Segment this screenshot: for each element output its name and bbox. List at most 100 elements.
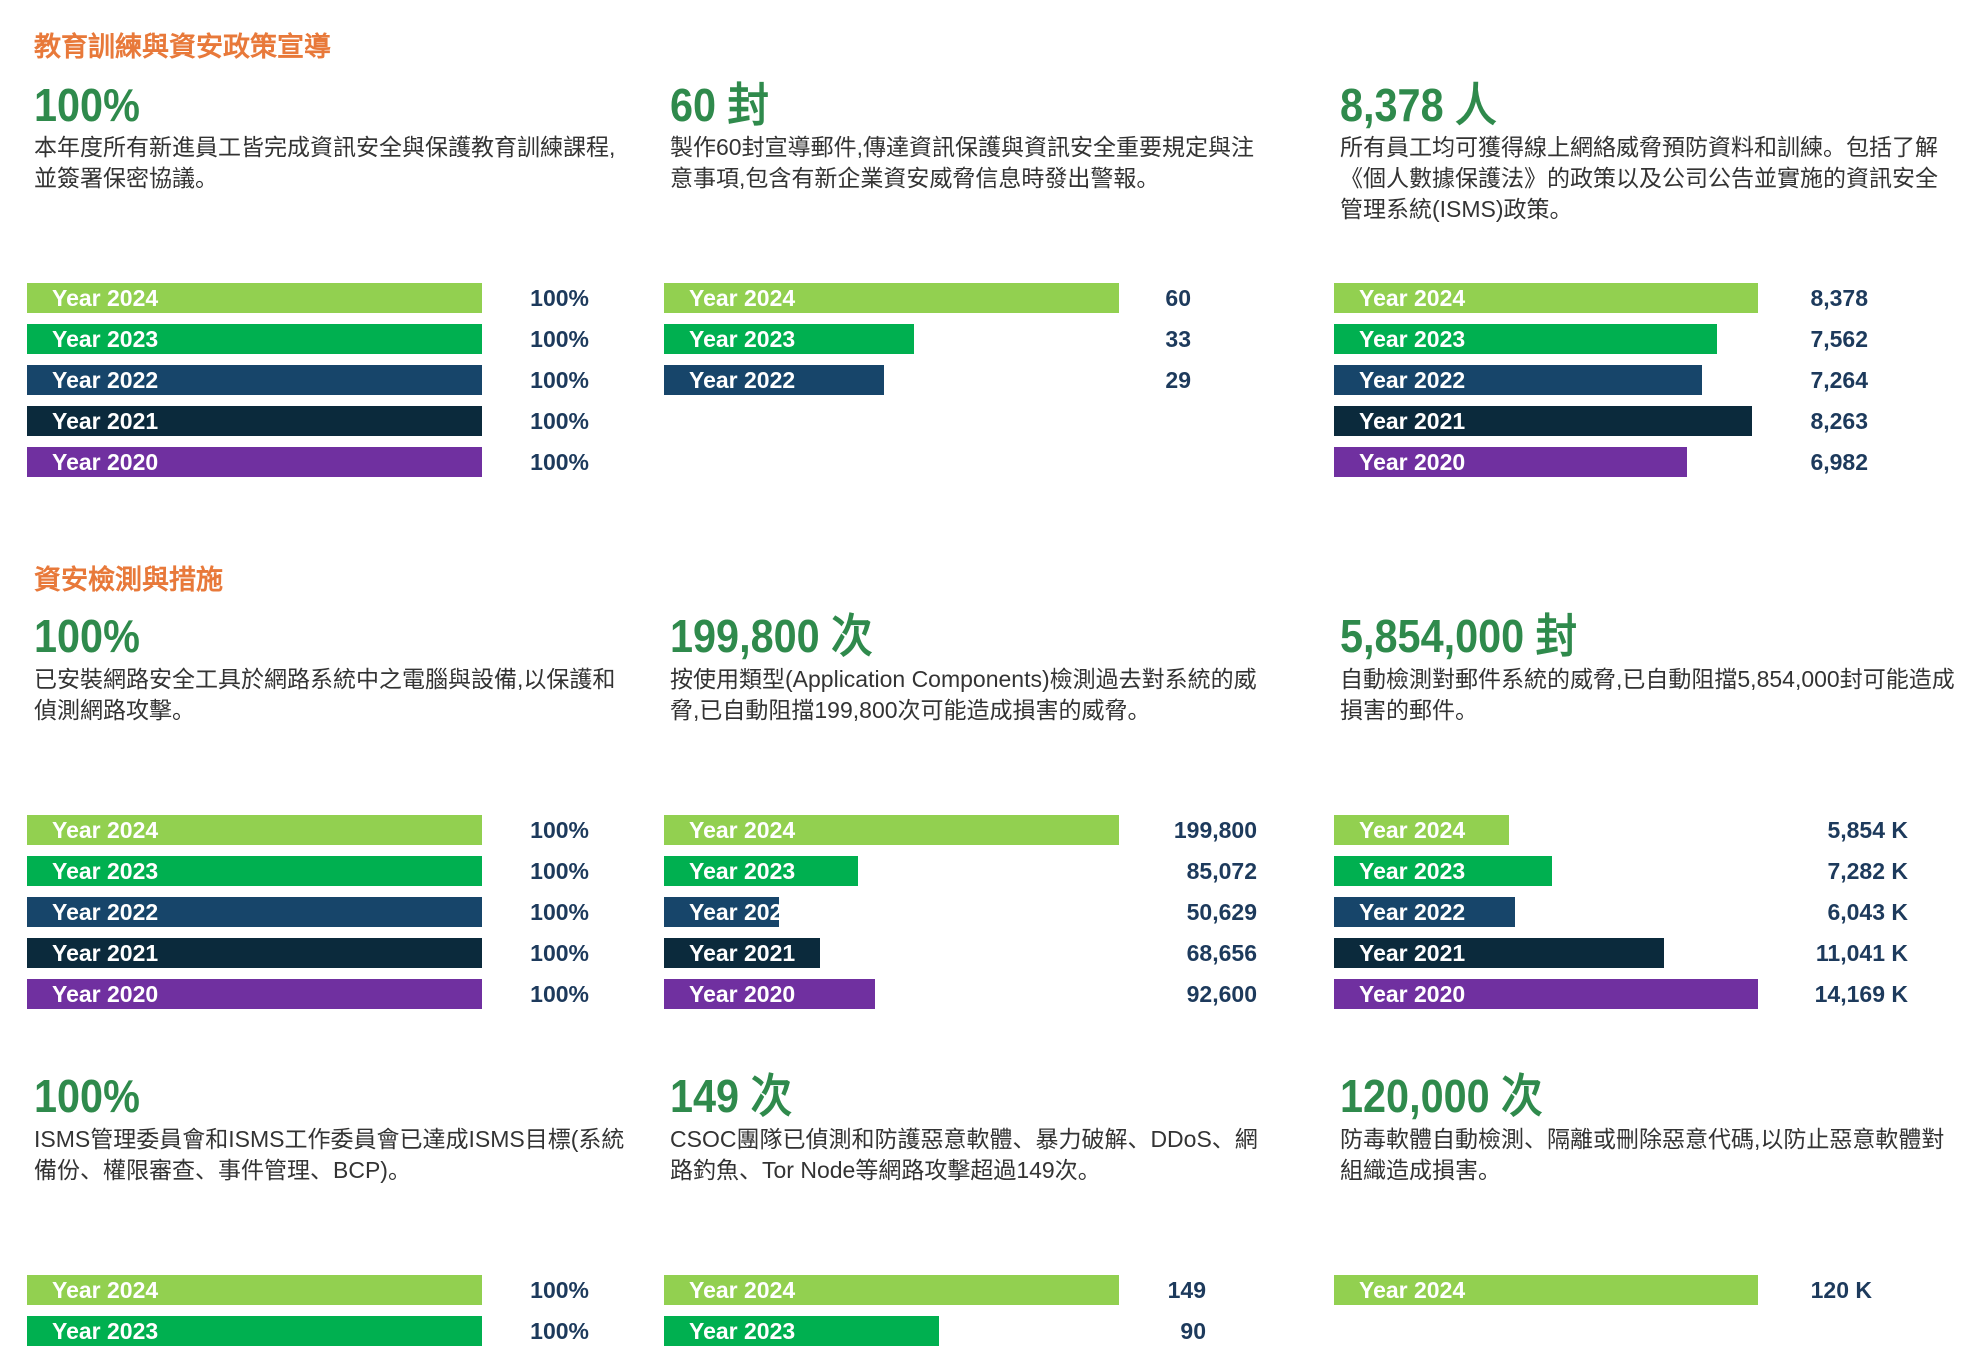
headline: 149 次 xyxy=(670,1070,792,1122)
bar-label: Year 2020 xyxy=(1359,449,1466,475)
value-label: 100% xyxy=(530,408,589,434)
value-label: 100% xyxy=(530,899,589,925)
bar xyxy=(664,938,821,968)
bar-label: Year 2024 xyxy=(1359,817,1466,843)
bar xyxy=(27,938,482,968)
bar-label: Year 2024 xyxy=(689,1277,796,1303)
description: 防毒軟體自動檢測、隔離或刪除惡意代碼,以防止惡意軟體對組織造成損害。 xyxy=(1340,1126,1945,1183)
value-label: 90 xyxy=(1180,1318,1206,1344)
value-label: 5,854 K xyxy=(1827,817,1908,843)
description: 自動檢測對郵件系統的威脅,已自動阻擋5,854,000封可能造成損害的郵件。 xyxy=(1340,666,1955,723)
bar xyxy=(664,856,858,886)
value-label: 14,169 K xyxy=(1814,981,1908,1007)
bar xyxy=(664,1275,1119,1305)
section-title: 教育訓練與資安政策宣導 xyxy=(34,32,331,62)
value-label: 100% xyxy=(530,449,589,475)
bar-label: Year 2023 xyxy=(52,326,159,352)
section-title: 資安檢測與措施 xyxy=(34,565,223,595)
bar-label: Year 2023 xyxy=(689,326,796,352)
bar-label: Year 2022 xyxy=(1359,899,1466,925)
bar xyxy=(664,979,875,1009)
bar xyxy=(27,283,482,313)
bar-label: Year 2022 xyxy=(689,899,796,925)
bar-label: Year 2021 xyxy=(52,408,159,434)
bar-label: Year 2024 xyxy=(52,285,159,311)
value-label: 100% xyxy=(530,1318,589,1344)
bar xyxy=(1334,1275,1758,1305)
bar-label: Year 2021 xyxy=(52,940,159,966)
value-label: 100% xyxy=(530,940,589,966)
value-label: 92,600 xyxy=(1186,981,1257,1007)
value-label: 7,264 xyxy=(1810,367,1868,393)
bar xyxy=(27,815,482,845)
bar xyxy=(1334,938,1665,968)
headline: 100% xyxy=(34,1070,140,1122)
value-label: 29 xyxy=(1165,367,1191,393)
bar xyxy=(27,1275,482,1305)
description: 已安裝網路安全工具於網路系統中之電腦與設備,以保護和偵測網路攻擊。 xyxy=(34,666,616,723)
bar xyxy=(664,283,1119,313)
bar xyxy=(664,897,780,927)
headline: 100% xyxy=(34,610,140,662)
value-label: 68,656 xyxy=(1186,940,1257,966)
bar xyxy=(1334,406,1753,436)
bar xyxy=(27,897,482,927)
value-label: 8,378 xyxy=(1810,285,1868,311)
bar-label: Year 2023 xyxy=(689,858,796,884)
bar-label: Year 2022 xyxy=(1359,367,1466,393)
headline: 120,000 次 xyxy=(1340,1070,1543,1122)
value-label: 100% xyxy=(530,1277,589,1303)
bar-label: Year 2024 xyxy=(52,1277,159,1303)
bar xyxy=(1334,283,1758,313)
headline: 199,800 次 xyxy=(670,610,873,662)
value-label: 6,982 xyxy=(1810,449,1868,475)
bar xyxy=(1334,815,1510,845)
headline: 60 封 xyxy=(670,79,769,131)
value-label: 100% xyxy=(530,285,589,311)
description: 所有員工均可獲得線上網絡威脅預防資料和訓練。包括了解《個人數據保護法》的政策以及… xyxy=(1340,134,1938,222)
value-label: 85,072 xyxy=(1186,858,1257,884)
bar xyxy=(27,979,482,1009)
bar xyxy=(1334,447,1688,477)
bar-label: Year 2023 xyxy=(1359,326,1466,352)
bar-label: Year 2022 xyxy=(689,367,796,393)
bar xyxy=(27,406,482,436)
headline: 5,854,000 封 xyxy=(1340,610,1578,662)
description: 本年度所有新進員工皆完成資訊安全與保護教育訓練課程,並簽署保密協議。 xyxy=(34,134,616,191)
description: 製作60封宣導郵件,傳達資訊保護與資訊安全重要規定與注意事項,包含有新企業資安威… xyxy=(670,134,1254,191)
value-label: 7,562 xyxy=(1810,326,1868,352)
bar-label: Year 2021 xyxy=(1359,408,1466,434)
bar-label: Year 2023 xyxy=(1359,858,1466,884)
value-label: 100% xyxy=(530,981,589,1007)
value-label: 100% xyxy=(530,858,589,884)
value-label: 199,800 xyxy=(1173,817,1257,843)
value-label: 33 xyxy=(1165,326,1191,352)
bar xyxy=(1334,897,1515,927)
bar xyxy=(1334,979,1758,1009)
value-label: 60 xyxy=(1165,285,1191,311)
bar-label: Year 2023 xyxy=(689,1318,796,1344)
description: CSOC團隊已偵測和防護惡意軟體、暴力破解、DDoS、網路釣魚、Tor Node… xyxy=(670,1126,1258,1183)
value-label: 100% xyxy=(530,817,589,843)
bar-label: Year 2020 xyxy=(689,981,796,1007)
bar-label: Year 2020 xyxy=(52,981,159,1007)
bar xyxy=(664,324,915,354)
bar-label: Year 2022 xyxy=(52,367,159,393)
bar-label: Year 2024 xyxy=(1359,285,1466,311)
bar xyxy=(27,856,482,886)
headline: 8,378 人 xyxy=(1340,79,1497,131)
value-label: 50,629 xyxy=(1186,899,1257,925)
value-label: 8,263 xyxy=(1810,408,1868,434)
description: 按使用類型(Application Components)檢測過去對系統的威脅,… xyxy=(670,666,1257,723)
bar-label: Year 2023 xyxy=(52,1318,159,1344)
value-label: 149 xyxy=(1167,1277,1206,1303)
bar-label: Year 2024 xyxy=(689,817,796,843)
bar xyxy=(1334,365,1702,395)
value-label: 120 K xyxy=(1810,1277,1872,1303)
value-label: 6,043 K xyxy=(1827,899,1908,925)
bar xyxy=(27,365,482,395)
description: ISMS管理委員會和ISMS工作委員會已達成ISMS目標(系統備份、權限審查、事… xyxy=(34,1126,625,1183)
bar-label: Year 2022 xyxy=(52,899,159,925)
bar xyxy=(664,815,1119,845)
